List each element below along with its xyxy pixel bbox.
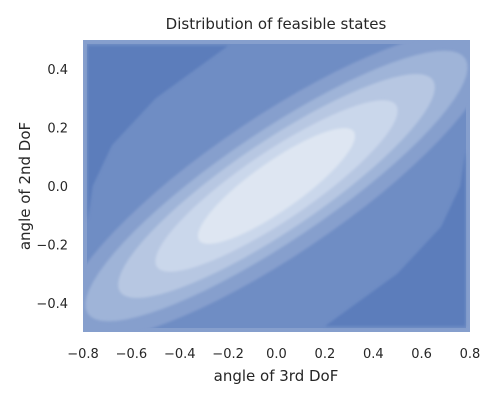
chart-title: Distribution of feasible states: [166, 15, 387, 33]
corner-region-top-left: [87, 45, 229, 221]
x-tick-label: −0.8: [67, 347, 99, 362]
y-tick-label: 0.0: [47, 180, 68, 195]
x-axis-label: angle of 3rd DoF: [214, 367, 339, 385]
y-axis-label: angle of 2nd DoF: [16, 122, 34, 250]
y-tick-label: −0.2: [36, 238, 68, 253]
contour-levels: [83, 40, 470, 332]
x-tick-label: −0.4: [164, 347, 196, 362]
plot-area: [83, 40, 470, 332]
y-tick-label: 0.2: [47, 122, 68, 137]
x-tick-label: 0.4: [363, 347, 384, 362]
x-axis-ticks: −0.8 −0.6 −0.4 −0.2 0.0 0.2 0.4 0.6 0.8: [67, 347, 480, 362]
x-tick-label: 0.0: [266, 347, 287, 362]
y-tick-label: 0.4: [47, 63, 68, 78]
corner-region-bottom-right: [324, 151, 466, 327]
contour-level-6: [230, 150, 314, 216]
x-tick-label: −0.6: [116, 347, 148, 362]
y-axis-ticks: −0.4 −0.2 0.0 0.2 0.4: [36, 63, 68, 312]
x-tick-label: 0.2: [315, 347, 336, 362]
x-tick-label: −0.2: [212, 347, 244, 362]
x-tick-label: 0.8: [460, 347, 481, 362]
y-tick-label: −0.4: [36, 297, 68, 312]
x-tick-label: 0.6: [411, 347, 432, 362]
